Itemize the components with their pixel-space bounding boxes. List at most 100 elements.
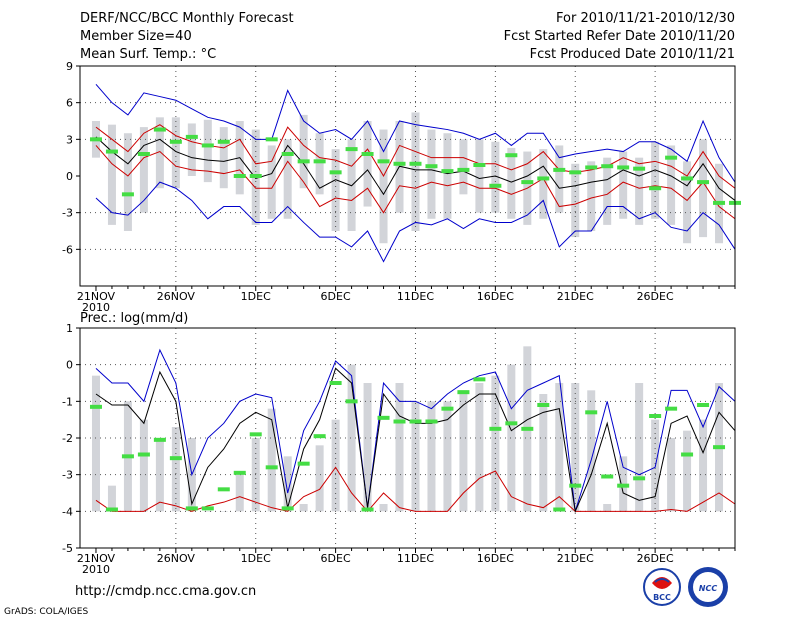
ensemble-box bbox=[155, 117, 164, 189]
observation-marker bbox=[89, 137, 102, 142]
y-tick-label: 1 bbox=[66, 322, 73, 335]
observation-marker bbox=[329, 381, 342, 385]
ensemble-box bbox=[539, 394, 548, 512]
ensemble-box bbox=[555, 383, 564, 512]
observation-marker bbox=[633, 166, 646, 171]
observation-marker bbox=[681, 452, 694, 457]
observation-marker bbox=[137, 452, 150, 457]
header-start-date: Fcst Started Refer Date 2010/11/20 bbox=[504, 29, 735, 44]
ensemble-box bbox=[219, 511, 228, 512]
ensemble-box bbox=[91, 375, 100, 512]
observation-marker bbox=[537, 403, 550, 407]
observation-marker bbox=[281, 152, 294, 156]
ensemble-box bbox=[427, 129, 436, 219]
x-tick-label: 16DEC bbox=[477, 290, 514, 303]
observation-marker bbox=[153, 437, 166, 442]
ensemble-box bbox=[139, 127, 148, 213]
observation-marker bbox=[121, 454, 134, 459]
ensemble-box bbox=[235, 474, 244, 512]
observation-marker bbox=[233, 174, 246, 178]
observation-marker bbox=[633, 476, 646, 481]
observation-marker bbox=[409, 161, 422, 166]
ensemble-box bbox=[667, 145, 676, 225]
ensemble-box bbox=[443, 401, 452, 512]
observation-marker bbox=[217, 487, 230, 492]
observation-marker bbox=[345, 147, 358, 152]
ensemble-box bbox=[571, 163, 580, 238]
ensemble-box bbox=[443, 133, 452, 219]
header-produced-date: Fcst Produced Date 2010/11/21 bbox=[530, 47, 735, 62]
y-tick-label: -3 bbox=[62, 469, 73, 482]
x-tick-label: 11DEC bbox=[397, 290, 434, 303]
ensemble-box bbox=[539, 149, 548, 219]
footer-url[interactable]: http://cmdp.ncc.cma.gov.cn bbox=[75, 584, 256, 599]
ensemble-box bbox=[395, 383, 404, 512]
observation-marker bbox=[297, 159, 310, 164]
ensemble-box bbox=[587, 390, 596, 512]
observation-marker bbox=[649, 186, 662, 191]
observation-marker bbox=[521, 426, 534, 431]
grads-credit: GrADS: COLA/IGES bbox=[4, 607, 88, 617]
observation-marker bbox=[393, 161, 406, 166]
observation-marker bbox=[425, 419, 438, 424]
ensemble-box bbox=[427, 401, 436, 512]
ensemble-box bbox=[107, 485, 116, 512]
observation-marker bbox=[585, 410, 598, 415]
observation-marker bbox=[569, 483, 582, 488]
observation-marker bbox=[169, 139, 182, 144]
precip-label: Prec.: log(mm/d) bbox=[80, 311, 188, 326]
ensemble-box bbox=[491, 141, 500, 213]
ensemble-box bbox=[203, 511, 212, 512]
outer-lower-line bbox=[95, 181, 736, 263]
observation-marker bbox=[489, 183, 502, 188]
observation-marker bbox=[377, 415, 390, 420]
ensemble-box bbox=[507, 147, 516, 219]
observation-marker bbox=[473, 163, 486, 167]
ensemble-box bbox=[635, 383, 644, 512]
ensemble-box bbox=[411, 401, 420, 512]
observation-marker bbox=[697, 403, 710, 407]
ensemble-box bbox=[267, 408, 276, 512]
observation-marker bbox=[185, 134, 198, 139]
ensemble-box bbox=[507, 364, 516, 512]
x-tick-label: 21NOV bbox=[77, 552, 116, 565]
ensemble-box bbox=[459, 390, 468, 512]
ensemble-box bbox=[155, 438, 164, 512]
ensemble-box bbox=[475, 383, 484, 512]
observation-marker bbox=[233, 470, 246, 475]
y-tick-label: -6 bbox=[62, 243, 73, 256]
observation-marker bbox=[313, 434, 326, 439]
ensemble-box bbox=[683, 430, 692, 512]
ensemble-box bbox=[315, 133, 324, 195]
observation-marker bbox=[153, 127, 166, 132]
observation-marker bbox=[585, 165, 598, 170]
observation-marker bbox=[185, 506, 198, 511]
observation-marker bbox=[665, 406, 678, 411]
observation-marker bbox=[89, 404, 102, 409]
observation-marker bbox=[473, 377, 486, 382]
ensemble-box bbox=[203, 119, 212, 183]
x-tick-label: 21NOV bbox=[77, 290, 116, 303]
observation-marker bbox=[393, 419, 406, 424]
y-tick-label: 0 bbox=[66, 359, 73, 372]
ensemble-box bbox=[299, 114, 308, 189]
ensemble-box bbox=[667, 438, 676, 512]
ensemble-box bbox=[331, 419, 340, 512]
inner-lower-line bbox=[95, 145, 736, 220]
x-tick-label: 26DEC bbox=[637, 290, 674, 303]
bcc-logo-text: BCC bbox=[653, 593, 671, 602]
header-variable: Mean Surf. Temp.: °C bbox=[80, 47, 216, 62]
y-tick-label: -1 bbox=[62, 395, 73, 408]
x-tick-label: 6DEC bbox=[321, 290, 351, 303]
ensemble-box bbox=[651, 141, 660, 219]
x-tick-label: 11DEC bbox=[397, 552, 434, 565]
observation-marker bbox=[505, 153, 518, 158]
observation-marker bbox=[505, 421, 518, 426]
observation-marker bbox=[297, 461, 310, 466]
ensemble-box bbox=[635, 157, 644, 225]
observation-marker bbox=[313, 159, 326, 164]
ensemble-box bbox=[267, 145, 276, 219]
observation-marker bbox=[617, 483, 630, 488]
ensemble-box bbox=[379, 129, 388, 244]
x-tick-label: 1DEC bbox=[241, 552, 271, 565]
